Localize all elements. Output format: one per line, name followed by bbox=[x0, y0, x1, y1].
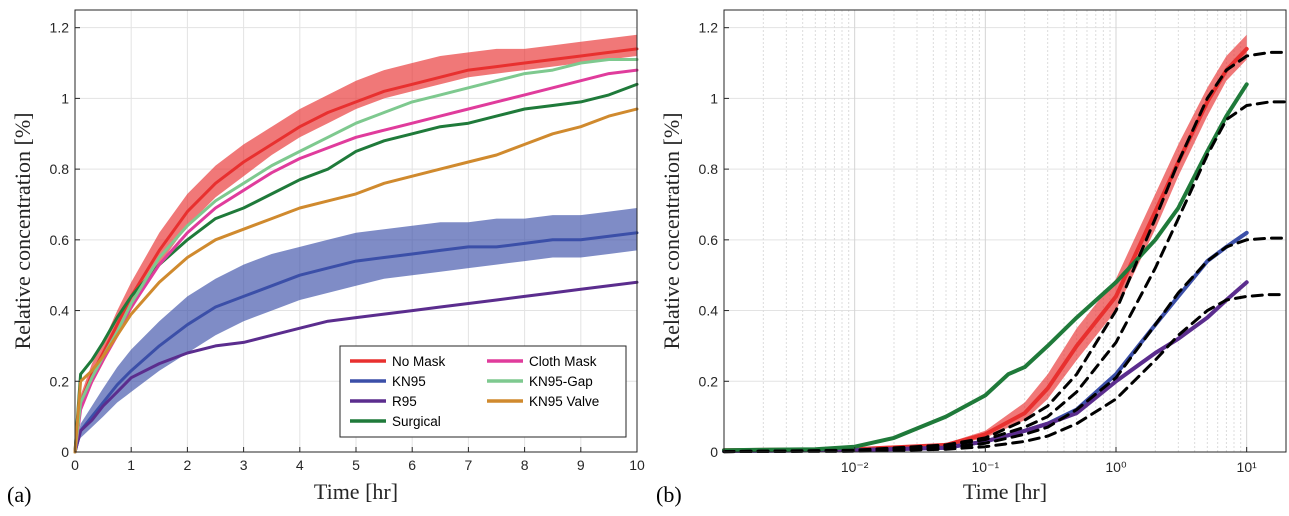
series-fit-1 bbox=[722, 50, 1288, 454]
series-line bbox=[73, 82, 639, 454]
legend-label: Cloth Mask bbox=[529, 354, 597, 369]
x-tick-label: 3 bbox=[240, 457, 248, 473]
legend-label: KN95-Gap bbox=[529, 374, 593, 389]
x-tick-label: 7 bbox=[465, 457, 473, 473]
y-tick-label: 0.6 bbox=[50, 232, 70, 248]
y-tick-label: 1.2 bbox=[699, 20, 719, 36]
series-line bbox=[722, 236, 1288, 454]
series-fit-3 bbox=[722, 236, 1288, 454]
series-line bbox=[73, 58, 639, 454]
y-tick-label: 0.8 bbox=[699, 161, 719, 177]
legend-box bbox=[339, 345, 627, 438]
series-line bbox=[722, 293, 1288, 454]
series-line bbox=[722, 100, 1288, 454]
x-tick-label: 4 bbox=[296, 457, 304, 473]
x-tick-label: 0 bbox=[71, 457, 79, 473]
legend: No Mask Cloth Mask KN95 KN95-Gap R95 KN95 Val… bbox=[339, 345, 627, 438]
y-tick-label: 0.6 bbox=[699, 232, 719, 248]
y-tick-label: 1 bbox=[710, 90, 718, 106]
series-line bbox=[722, 82, 1249, 453]
series-band bbox=[75, 208, 637, 452]
x-tick-label: 10¹ bbox=[1237, 459, 1258, 475]
legend-label: Surgical bbox=[392, 414, 441, 429]
series-kn95 bbox=[73, 208, 639, 454]
panel-a: 0 0.2 0.4 0.6 0.8 1 1.2 0 1 2 3 4 5 6 7 8 9 10 Time [hr] Re… bbox=[7, 9, 645, 507]
legend-label: KN95 Valve bbox=[529, 394, 599, 409]
legend-label: R95 bbox=[392, 394, 417, 409]
legend-label: KN95 bbox=[392, 374, 426, 389]
series-line bbox=[73, 107, 639, 454]
y-axis-label: Relative concentration [%] bbox=[10, 112, 35, 349]
y-tick-label: 1.2 bbox=[50, 20, 70, 36]
x-tick-label: 10 bbox=[629, 457, 645, 473]
series-no-mask bbox=[73, 34, 639, 454]
panel-label: (a) bbox=[7, 482, 31, 507]
y-tick-label: 0.4 bbox=[50, 303, 70, 319]
series-fit-4 bbox=[722, 293, 1288, 454]
y-tick-label: 0.8 bbox=[50, 161, 70, 177]
series-kn95-gap bbox=[73, 58, 639, 454]
panel-b: 0 0.2 0.4 0.6 0.8 1 1.2 10⁻² 10⁻¹ 10⁰ 10¹ Time [hr]… bbox=[656, 9, 1288, 507]
plot-area bbox=[724, 10, 1286, 452]
x-tick-label: 9 bbox=[577, 457, 585, 473]
series-line bbox=[73, 231, 639, 454]
y-tick-label: 0 bbox=[710, 444, 718, 460]
panel-label: (b) bbox=[656, 482, 682, 507]
x-tick-label: 10⁰ bbox=[1105, 459, 1127, 475]
x-tick-label: 6 bbox=[408, 457, 416, 473]
y-axis-label: Relative concentration [%] bbox=[659, 112, 684, 349]
series-line bbox=[73, 47, 639, 454]
y-tick-label: 0.2 bbox=[50, 373, 70, 389]
x-tick-label: 10⁻² bbox=[841, 459, 869, 475]
x-tick-label: 8 bbox=[521, 457, 529, 473]
y-tick-label: 0.2 bbox=[699, 373, 719, 389]
x-axis-label: Time [hr] bbox=[314, 479, 398, 504]
series-line bbox=[73, 280, 639, 454]
y-tick-label: 0.4 bbox=[699, 303, 719, 319]
axes-frame bbox=[723, 9, 1287, 453]
series-surgical bbox=[73, 82, 639, 454]
x-tick-label: 10⁻¹ bbox=[972, 459, 1000, 475]
x-tick-label: 5 bbox=[352, 457, 360, 473]
series-r95 bbox=[73, 280, 639, 454]
x-axis-label: Time [hr] bbox=[963, 479, 1047, 504]
series-line bbox=[722, 50, 1288, 454]
series-kn95-valve bbox=[73, 107, 639, 454]
series-surgical bbox=[722, 82, 1249, 453]
x-tick-label: 1 bbox=[127, 457, 135, 473]
y-tick-label: 0 bbox=[61, 444, 69, 460]
x-tick-label: 2 bbox=[184, 457, 192, 473]
y-tick-label: 1 bbox=[61, 90, 69, 106]
legend-label: No Mask bbox=[392, 354, 446, 369]
series-fit-2 bbox=[722, 100, 1288, 454]
